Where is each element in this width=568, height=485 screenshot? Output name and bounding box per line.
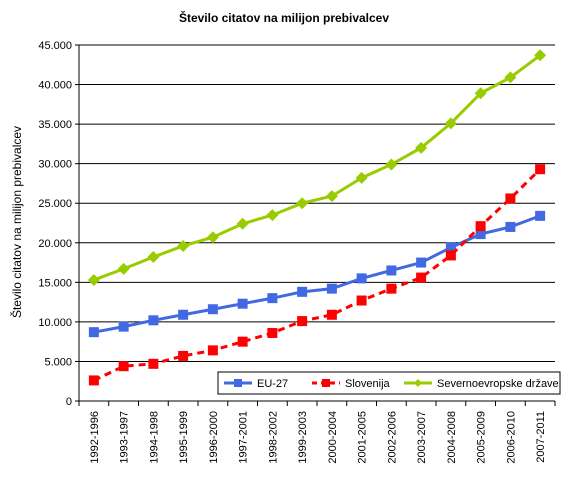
series-2-line	[93, 54, 542, 282]
series-1	[88, 164, 546, 386]
series-2-point	[147, 251, 160, 264]
y-tick-label: 40.000	[38, 80, 72, 92]
series-1-point	[267, 327, 278, 338]
legend-swatch-marker	[234, 379, 242, 387]
axes	[75, 44, 556, 406]
series-1-point	[237, 336, 248, 347]
series-2-point	[504, 71, 517, 84]
legend-item-2: Severnoevropske države	[404, 378, 559, 390]
series-1-point	[88, 375, 99, 386]
x-tick-label: 2007-2011	[535, 411, 547, 463]
series-group	[87, 49, 547, 386]
x-tick-label: 1999-2003	[297, 411, 309, 464]
x-tick-label: 1994-1998	[148, 411, 160, 464]
series-0	[88, 210, 546, 338]
chart-title: Število citatov na milijon prebivalcev	[179, 10, 389, 25]
y-tick-label: 10.000	[38, 317, 72, 329]
legend-label: Slovenija	[345, 378, 391, 390]
legend: EU-27 Slovenija Severnoevropske države	[217, 371, 561, 395]
series-1-point	[118, 361, 129, 372]
series-2-point	[415, 141, 428, 154]
series-0-point	[88, 327, 99, 338]
x-tick-label: 2002-2006	[386, 411, 398, 464]
x-tick-label: 1998-2002	[267, 411, 279, 464]
series-0-point	[297, 286, 308, 297]
series-0-point	[207, 304, 218, 315]
x-tick-label: 2000-2004	[327, 411, 339, 464]
series-1-point	[356, 295, 367, 306]
legend-label: EU-27	[257, 378, 288, 390]
series-0-line	[93, 214, 541, 334]
x-tick-label: 2006-2010	[505, 411, 517, 464]
y-tick-label: 5.000	[44, 356, 72, 368]
series-1-point	[535, 164, 546, 175]
legend-label: Severnoevropske države	[437, 378, 559, 390]
legend-swatch-marker	[322, 379, 330, 387]
series-1-point	[445, 250, 456, 261]
series-0-point	[505, 221, 516, 232]
y-axis-label: Število citatov na milijon prebivalcev	[9, 126, 24, 318]
legend-box	[217, 371, 561, 395]
series-1-point	[326, 309, 337, 320]
y-tick-labels: 0 5.000 10.000 15.000 20.000 25.000 30.000 35.0…	[38, 40, 72, 408]
x-tick-label: 2001-2005	[357, 411, 369, 464]
legend-item-0: EU-27	[224, 378, 288, 390]
x-tick-label: 1997-2001	[238, 411, 250, 464]
series-0-point	[416, 257, 427, 268]
series-0-point	[326, 283, 337, 294]
series-2-point	[117, 262, 130, 275]
series-1-point	[207, 345, 218, 356]
series-2-point	[206, 231, 219, 244]
series-1-point	[148, 358, 159, 369]
series-0-point	[475, 229, 486, 240]
series-2-point	[325, 190, 338, 203]
legend-item-1: Slovenija	[312, 378, 391, 390]
x-tick-label: 1996-2000	[208, 411, 220, 464]
x-tick-labels: 1992-1996 1993-1997 1994-1998 1995-1999 1996…	[89, 411, 547, 464]
series-1-point	[475, 221, 486, 232]
series-2-point	[177, 239, 190, 252]
y-tick-label: 0	[66, 396, 72, 408]
series-2-point	[296, 197, 309, 210]
y-tick-label: 30.000	[38, 159, 72, 171]
series-2-point	[474, 87, 487, 100]
y-tick-label: 35.000	[38, 119, 72, 131]
series-2-point	[266, 209, 279, 222]
series-2-point	[355, 171, 368, 184]
y-tick-label: 15.000	[38, 277, 72, 289]
y-tick-label: 45.000	[38, 40, 72, 52]
x-tick-label: 2005-2009	[476, 411, 488, 464]
series-0-point	[386, 265, 397, 276]
series-1-point	[505, 193, 516, 204]
series-2-point	[444, 117, 457, 130]
series-1-point	[416, 272, 427, 283]
series-2-point	[534, 49, 547, 62]
x-tick-label: 1992-1996	[89, 411, 101, 464]
series-0-point	[356, 273, 367, 284]
series-0-point	[535, 210, 546, 221]
series-1-line	[93, 168, 542, 382]
series-0-point	[445, 242, 456, 253]
y-tick-label: 20.000	[38, 238, 72, 250]
legend-swatch-marker	[414, 379, 422, 387]
x-tick-label: 1993-1997	[119, 411, 131, 464]
series-0-point	[267, 293, 278, 304]
series-2-point	[87, 273, 100, 286]
series-0-point	[148, 315, 159, 326]
series-2-point	[236, 217, 249, 230]
series-1-point	[297, 316, 308, 327]
series-0-point	[178, 309, 189, 320]
y-tick-label: 25.000	[38, 198, 72, 210]
x-tick-label: 2003-2007	[416, 411, 428, 464]
series-0-point	[237, 298, 248, 309]
series-0-point	[118, 321, 129, 332]
series-2-point	[385, 158, 398, 171]
x-tick-label: 1995-1999	[178, 411, 190, 464]
series-1-point	[178, 350, 189, 361]
series-1-point	[386, 283, 397, 294]
series-2	[87, 49, 547, 286]
x-tick-label: 2004-2008	[446, 411, 458, 464]
